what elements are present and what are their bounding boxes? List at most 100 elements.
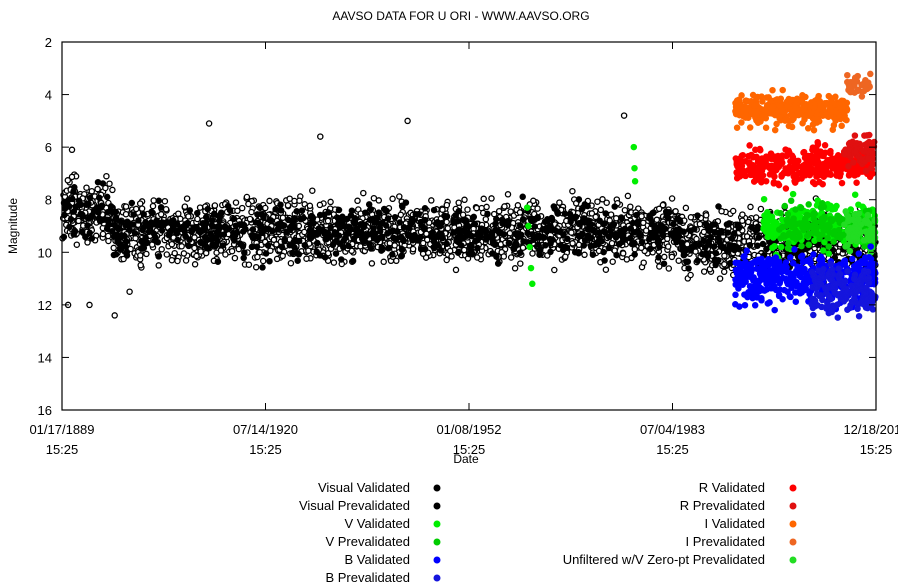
data-point <box>682 204 690 212</box>
data-point <box>116 234 124 242</box>
data-point <box>810 311 817 319</box>
data-point <box>790 274 797 282</box>
data-point <box>556 199 563 206</box>
data-point <box>581 215 588 222</box>
data-point <box>842 243 849 250</box>
data-point <box>157 211 165 218</box>
data-point <box>638 244 645 252</box>
data-point <box>751 302 759 309</box>
data-point <box>770 284 777 292</box>
data-point <box>161 197 169 205</box>
data-point <box>755 234 762 241</box>
data-point <box>668 195 676 202</box>
data-point <box>746 283 754 290</box>
data-point <box>398 246 406 254</box>
data-point <box>174 257 181 265</box>
data-point <box>345 223 353 230</box>
data-point <box>443 256 450 264</box>
data-point <box>661 253 668 261</box>
data-point <box>345 242 352 250</box>
data-point <box>785 218 792 225</box>
data-point <box>482 215 490 223</box>
data-point <box>634 219 641 227</box>
data-point <box>286 241 293 249</box>
data-point <box>279 214 287 221</box>
data-point <box>814 138 821 146</box>
data-point <box>732 301 739 308</box>
data-point <box>810 251 817 258</box>
data-point <box>266 197 273 205</box>
data-point <box>849 255 856 263</box>
data-point <box>777 243 785 251</box>
data-point <box>759 172 767 179</box>
data-point <box>347 212 355 219</box>
data-point <box>252 219 260 226</box>
data-point <box>278 243 286 251</box>
data-point <box>516 222 524 229</box>
data-point <box>640 219 647 227</box>
data-point <box>95 194 103 201</box>
data-point <box>303 255 310 262</box>
data-point <box>380 205 388 213</box>
data-point <box>871 279 879 286</box>
data-point <box>335 206 343 214</box>
data-point <box>178 223 185 231</box>
data-point <box>541 218 549 226</box>
data-point <box>253 243 261 251</box>
data-point <box>336 224 344 231</box>
data-point <box>305 247 312 254</box>
data-point <box>316 201 324 209</box>
data-point <box>806 171 814 179</box>
data-point <box>284 202 292 209</box>
data-points-layer <box>59 70 879 321</box>
data-point <box>88 187 96 195</box>
data-point <box>765 256 772 263</box>
data-point <box>313 239 321 247</box>
data-point <box>580 242 588 249</box>
data-point <box>409 218 416 226</box>
data-point <box>621 206 629 214</box>
data-point <box>391 214 399 221</box>
data-point <box>446 247 454 255</box>
data-point <box>443 201 451 209</box>
data-point <box>694 212 701 219</box>
data-point <box>819 296 826 304</box>
data-point <box>488 195 495 202</box>
data-point <box>744 269 752 277</box>
series-i-validated <box>732 86 851 134</box>
data-point <box>534 205 541 212</box>
data-point <box>825 303 833 311</box>
data-point <box>283 228 290 236</box>
data-point <box>747 171 755 179</box>
data-point <box>792 206 799 213</box>
data-point <box>862 284 870 291</box>
data-point <box>754 242 761 249</box>
data-point <box>801 286 809 294</box>
data-point <box>110 251 118 259</box>
data-point <box>741 301 749 309</box>
data-point <box>819 180 826 188</box>
data-point <box>768 279 776 286</box>
data-point <box>174 236 181 244</box>
data-point <box>139 226 146 234</box>
data-point <box>809 269 816 276</box>
data-point <box>631 178 639 185</box>
data-point <box>732 259 739 267</box>
data-point <box>428 197 435 204</box>
data-point <box>744 293 751 301</box>
data-point <box>409 245 417 253</box>
data-point <box>216 217 223 225</box>
data-point <box>419 239 427 247</box>
data-point <box>752 214 760 221</box>
data-point <box>464 206 471 213</box>
data-point <box>218 209 225 216</box>
data-point <box>448 253 455 260</box>
data-point <box>711 221 719 228</box>
data-point <box>249 234 257 242</box>
data-point <box>454 249 462 256</box>
data-point <box>330 259 338 266</box>
data-point <box>321 254 329 261</box>
data-point <box>452 266 460 274</box>
data-point <box>294 257 301 264</box>
